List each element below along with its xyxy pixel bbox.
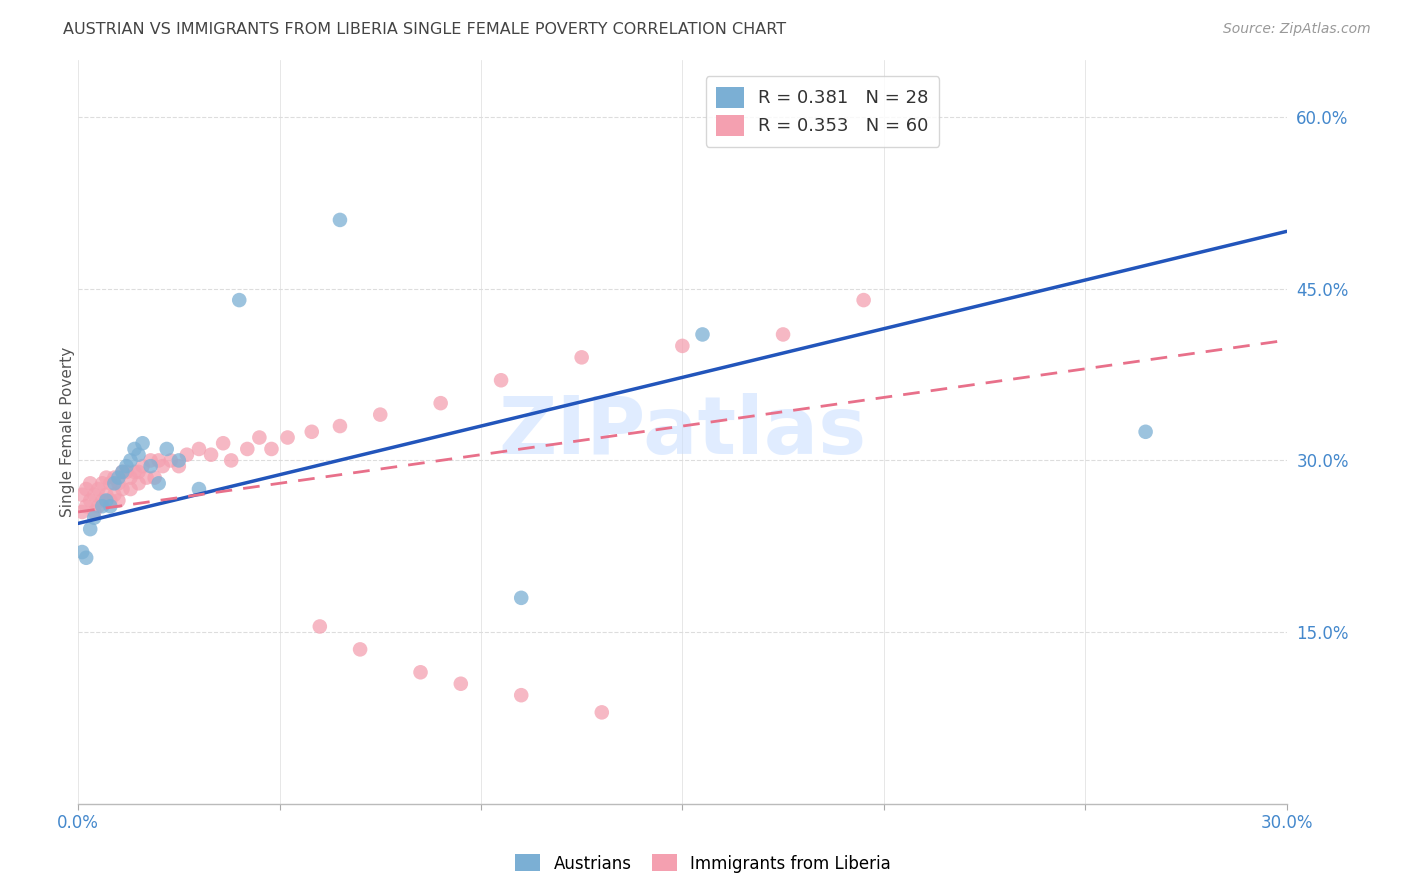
Point (124, 442, 146, 456)
Point (98, 493, 121, 508)
Point (91, 476, 114, 491)
Point (96, 493, 118, 508)
Point (79, 476, 101, 491)
Point (83, 488, 105, 502)
Point (87, 500, 110, 514)
Point (96, 470, 118, 484)
Point (75, 550, 97, 565)
Point (349, 642, 371, 657)
Point (103, 488, 125, 502)
Point (91, 500, 114, 514)
Point (772, 327, 794, 342)
Point (510, 688, 533, 702)
Point (79, 522, 101, 536)
Point (329, 419, 352, 434)
Text: ZIPatlas: ZIPatlas (498, 392, 866, 471)
Point (98, 500, 121, 514)
Point (591, 706, 613, 720)
Point (135, 470, 157, 484)
Point (671, 339, 693, 353)
Point (188, 482, 211, 496)
Point (87, 482, 110, 496)
Point (167, 459, 190, 474)
Point (79, 493, 101, 508)
Point (212, 436, 235, 450)
Point (200, 448, 222, 462)
Point (98, 476, 121, 491)
Point (1135, 425, 1157, 439)
Point (156, 442, 179, 456)
Point (128, 448, 150, 462)
Point (75, 482, 97, 496)
Point (75, 500, 97, 514)
Legend: Austrians, Immigrants from Liberia: Austrians, Immigrants from Liberia (509, 847, 897, 880)
Point (120, 453, 142, 467)
Point (120, 482, 142, 496)
Point (103, 476, 125, 491)
Point (692, 327, 714, 342)
Point (70, 505, 93, 519)
Point (143, 470, 166, 484)
Point (228, 293, 250, 307)
Point (124, 465, 146, 479)
Point (70, 545, 93, 559)
Point (139, 459, 162, 474)
Point (83, 510, 105, 524)
Point (159, 453, 181, 467)
Point (131, 459, 153, 474)
Point (247, 430, 270, 444)
Point (368, 408, 391, 422)
Point (128, 476, 150, 491)
Text: Source: ZipAtlas.com: Source: ZipAtlas.com (1223, 22, 1371, 37)
Point (176, 448, 198, 462)
Point (489, 373, 512, 387)
Point (188, 442, 211, 456)
Point (96, 488, 118, 502)
Point (131, 436, 153, 450)
Point (152, 459, 174, 474)
Point (429, 396, 451, 410)
Point (277, 430, 299, 444)
Point (571, 351, 593, 365)
Point (70, 488, 93, 502)
Point (219, 453, 242, 467)
Point (115, 465, 138, 479)
Point (120, 470, 142, 484)
Point (91, 493, 114, 508)
Point (111, 465, 134, 479)
Text: AUSTRIAN VS IMMIGRANTS FROM LIBERIA SINGLE FEMALE POVERTY CORRELATION CHART: AUSTRIAN VS IMMIGRANTS FROM LIBERIA SING… (63, 22, 786, 37)
Point (103, 470, 125, 484)
Point (450, 677, 472, 691)
Point (107, 493, 129, 508)
Point (128, 465, 150, 479)
Point (148, 453, 170, 467)
Point (107, 470, 129, 484)
Point (115, 459, 138, 474)
Point (139, 453, 162, 467)
Point (111, 482, 134, 496)
Point (852, 293, 875, 307)
Point (510, 591, 533, 605)
Point (111, 465, 134, 479)
Point (236, 442, 259, 456)
Point (107, 476, 129, 491)
Point (409, 665, 432, 680)
Point (308, 619, 330, 633)
Point (301, 425, 323, 439)
Point (329, 213, 352, 227)
Legend: R = 0.381   N = 28, R = 0.353   N = 60: R = 0.381 N = 28, R = 0.353 N = 60 (706, 76, 939, 146)
Y-axis label: Single Female Poverty: Single Female Poverty (59, 347, 75, 517)
Point (148, 476, 170, 491)
Point (260, 442, 283, 456)
Point (167, 453, 190, 467)
Point (83, 505, 105, 519)
